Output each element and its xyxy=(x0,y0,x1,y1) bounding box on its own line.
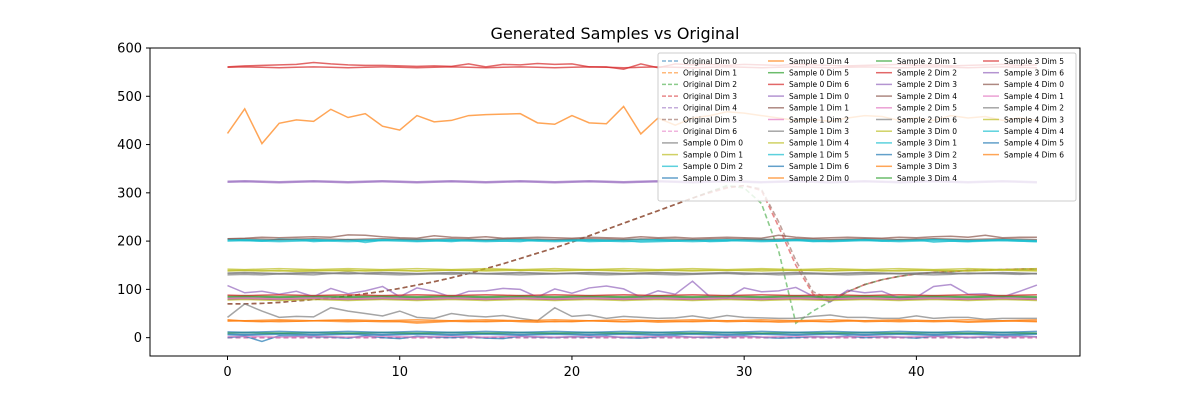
series-line-sample-3-dim-2 xyxy=(227,330,1037,334)
series-line-sample-3-dim-4 xyxy=(227,295,1037,299)
series-line-sample-1-dim-4 xyxy=(227,298,1037,302)
series-line-sample-3-dim-3 xyxy=(227,319,1037,322)
legend-label: Sample 2 Dim 2 xyxy=(897,69,957,78)
legend-label: Sample 1 Dim 6 xyxy=(789,162,849,171)
legend-label: Sample 3 Dim 5 xyxy=(1004,57,1064,66)
legend-label: Sample 2 Dim 3 xyxy=(897,80,957,89)
legend-label: Sample 1 Dim 2 xyxy=(789,115,849,124)
y-tick-label: 300 xyxy=(117,186,142,201)
y-tick-label: 400 xyxy=(117,138,142,153)
series-line-sample-3-dim-0 xyxy=(227,267,1037,271)
legend: Original Dim 0 Original Dim 1 Original Dim… xyxy=(657,52,1077,202)
series-line-sample-4-dim-1 xyxy=(227,297,1037,300)
legend-label: Sample 0 Dim 2 xyxy=(683,162,743,171)
series-line-sample-0-dim-0 xyxy=(227,302,1037,322)
legend-box xyxy=(657,52,1077,202)
legend-label: Sample 3 Dim 3 xyxy=(897,162,957,171)
legend-label: Sample 0 Dim 4 xyxy=(789,57,849,66)
y-tick-label: 100 xyxy=(117,283,142,298)
series-line-sample-1-dim-1 xyxy=(227,234,1037,240)
legend-label: Sample 3 Dim 2 xyxy=(897,150,957,159)
series-line-sample-4-dim-6 xyxy=(227,320,1037,323)
y-tick-label: 200 xyxy=(117,235,142,250)
series-line-sample-3-dim-1 xyxy=(227,239,1037,243)
legend-label: Sample 4 Dim 0 xyxy=(1004,80,1064,89)
legend-label: Sample 4 Dim 1 xyxy=(1004,92,1064,101)
legend-label: Original Dim 6 xyxy=(683,127,737,136)
series-line-sample-4-dim-0 xyxy=(227,237,1037,241)
legend-label: Sample 2 Dim 0 xyxy=(789,174,849,183)
legend-label: Sample 4 Dim 4 xyxy=(1004,127,1064,136)
legend-label: Sample 1 Dim 5 xyxy=(789,150,849,159)
legend-label: Sample 0 Dim 5 xyxy=(789,69,849,78)
legend-label: Sample 0 Dim 1 xyxy=(683,150,743,159)
series-line-sample-4-dim-5 xyxy=(227,333,1037,336)
legend-label: Sample 1 Dim 1 xyxy=(789,104,849,113)
legend-label: Sample 0 Dim 0 xyxy=(683,139,743,148)
legend-label: Original Dim 4 xyxy=(683,104,737,113)
x-tick-label: 10 xyxy=(391,365,408,380)
series-line-sample-0-dim-5 xyxy=(227,294,1037,298)
legend-label: Sample 1 Dim 0 xyxy=(789,92,849,101)
legend-label: Sample 1 Dim 4 xyxy=(789,139,849,148)
series-line-sample-2-dim-5 xyxy=(227,335,1037,338)
legend-label: Original Dim 3 xyxy=(683,92,737,101)
y-tick-label: 0 xyxy=(134,331,142,346)
x-tick-label: 30 xyxy=(736,365,753,380)
legend-label: Original Dim 0 xyxy=(683,57,737,66)
series-line-sample-2-dim-1 xyxy=(227,331,1037,335)
legend-label: Sample 3 Dim 4 xyxy=(897,174,957,183)
legend-label: Sample 4 Dim 5 xyxy=(1004,139,1064,148)
legend-label: Sample 4 Dim 6 xyxy=(1004,150,1064,159)
legend-label: Sample 0 Dim 3 xyxy=(683,174,743,183)
y-tick-label: 600 xyxy=(117,42,142,57)
series-line-original-dim-5 xyxy=(227,184,1037,305)
legend-label: Sample 4 Dim 2 xyxy=(1004,104,1064,113)
series-line-sample-4-dim-4 xyxy=(227,238,1037,242)
legend-label: Sample 1 Dim 3 xyxy=(789,127,849,136)
x-tick-label: 40 xyxy=(908,365,925,380)
legend-label: Sample 2 Dim 6 xyxy=(897,115,957,124)
legend-label: Sample 2 Dim 4 xyxy=(897,92,957,101)
legend-label: Original Dim 1 xyxy=(683,69,737,78)
x-tick-label: 0 xyxy=(223,365,231,380)
legend-label: Sample 2 Dim 5 xyxy=(897,104,957,113)
plot-frame xyxy=(149,47,1081,357)
series-line-sample-4-dim-3 xyxy=(227,269,1037,272)
y-tick-label: 500 xyxy=(117,90,142,105)
series-line-sample-2-dim-2 xyxy=(227,293,1037,297)
chart-title: Generated Samples vs Original xyxy=(491,24,740,43)
legend-label: Sample 0 Dim 6 xyxy=(789,80,849,89)
legend-label: Sample 2 Dim 1 xyxy=(897,57,957,66)
legend-label: Original Dim 2 xyxy=(683,80,737,89)
series-line-sample-4-dim-2 xyxy=(227,272,1037,275)
legend-label: Original Dim 5 xyxy=(683,115,737,124)
legend-label: Sample 3 Dim 1 xyxy=(897,139,957,148)
x-tick-label: 20 xyxy=(564,365,581,380)
legend-label: Sample 3 Dim 0 xyxy=(897,127,957,136)
legend-label: Sample 4 Dim 3 xyxy=(1004,115,1064,124)
legend-label: Sample 3 Dim 6 xyxy=(1004,69,1064,78)
